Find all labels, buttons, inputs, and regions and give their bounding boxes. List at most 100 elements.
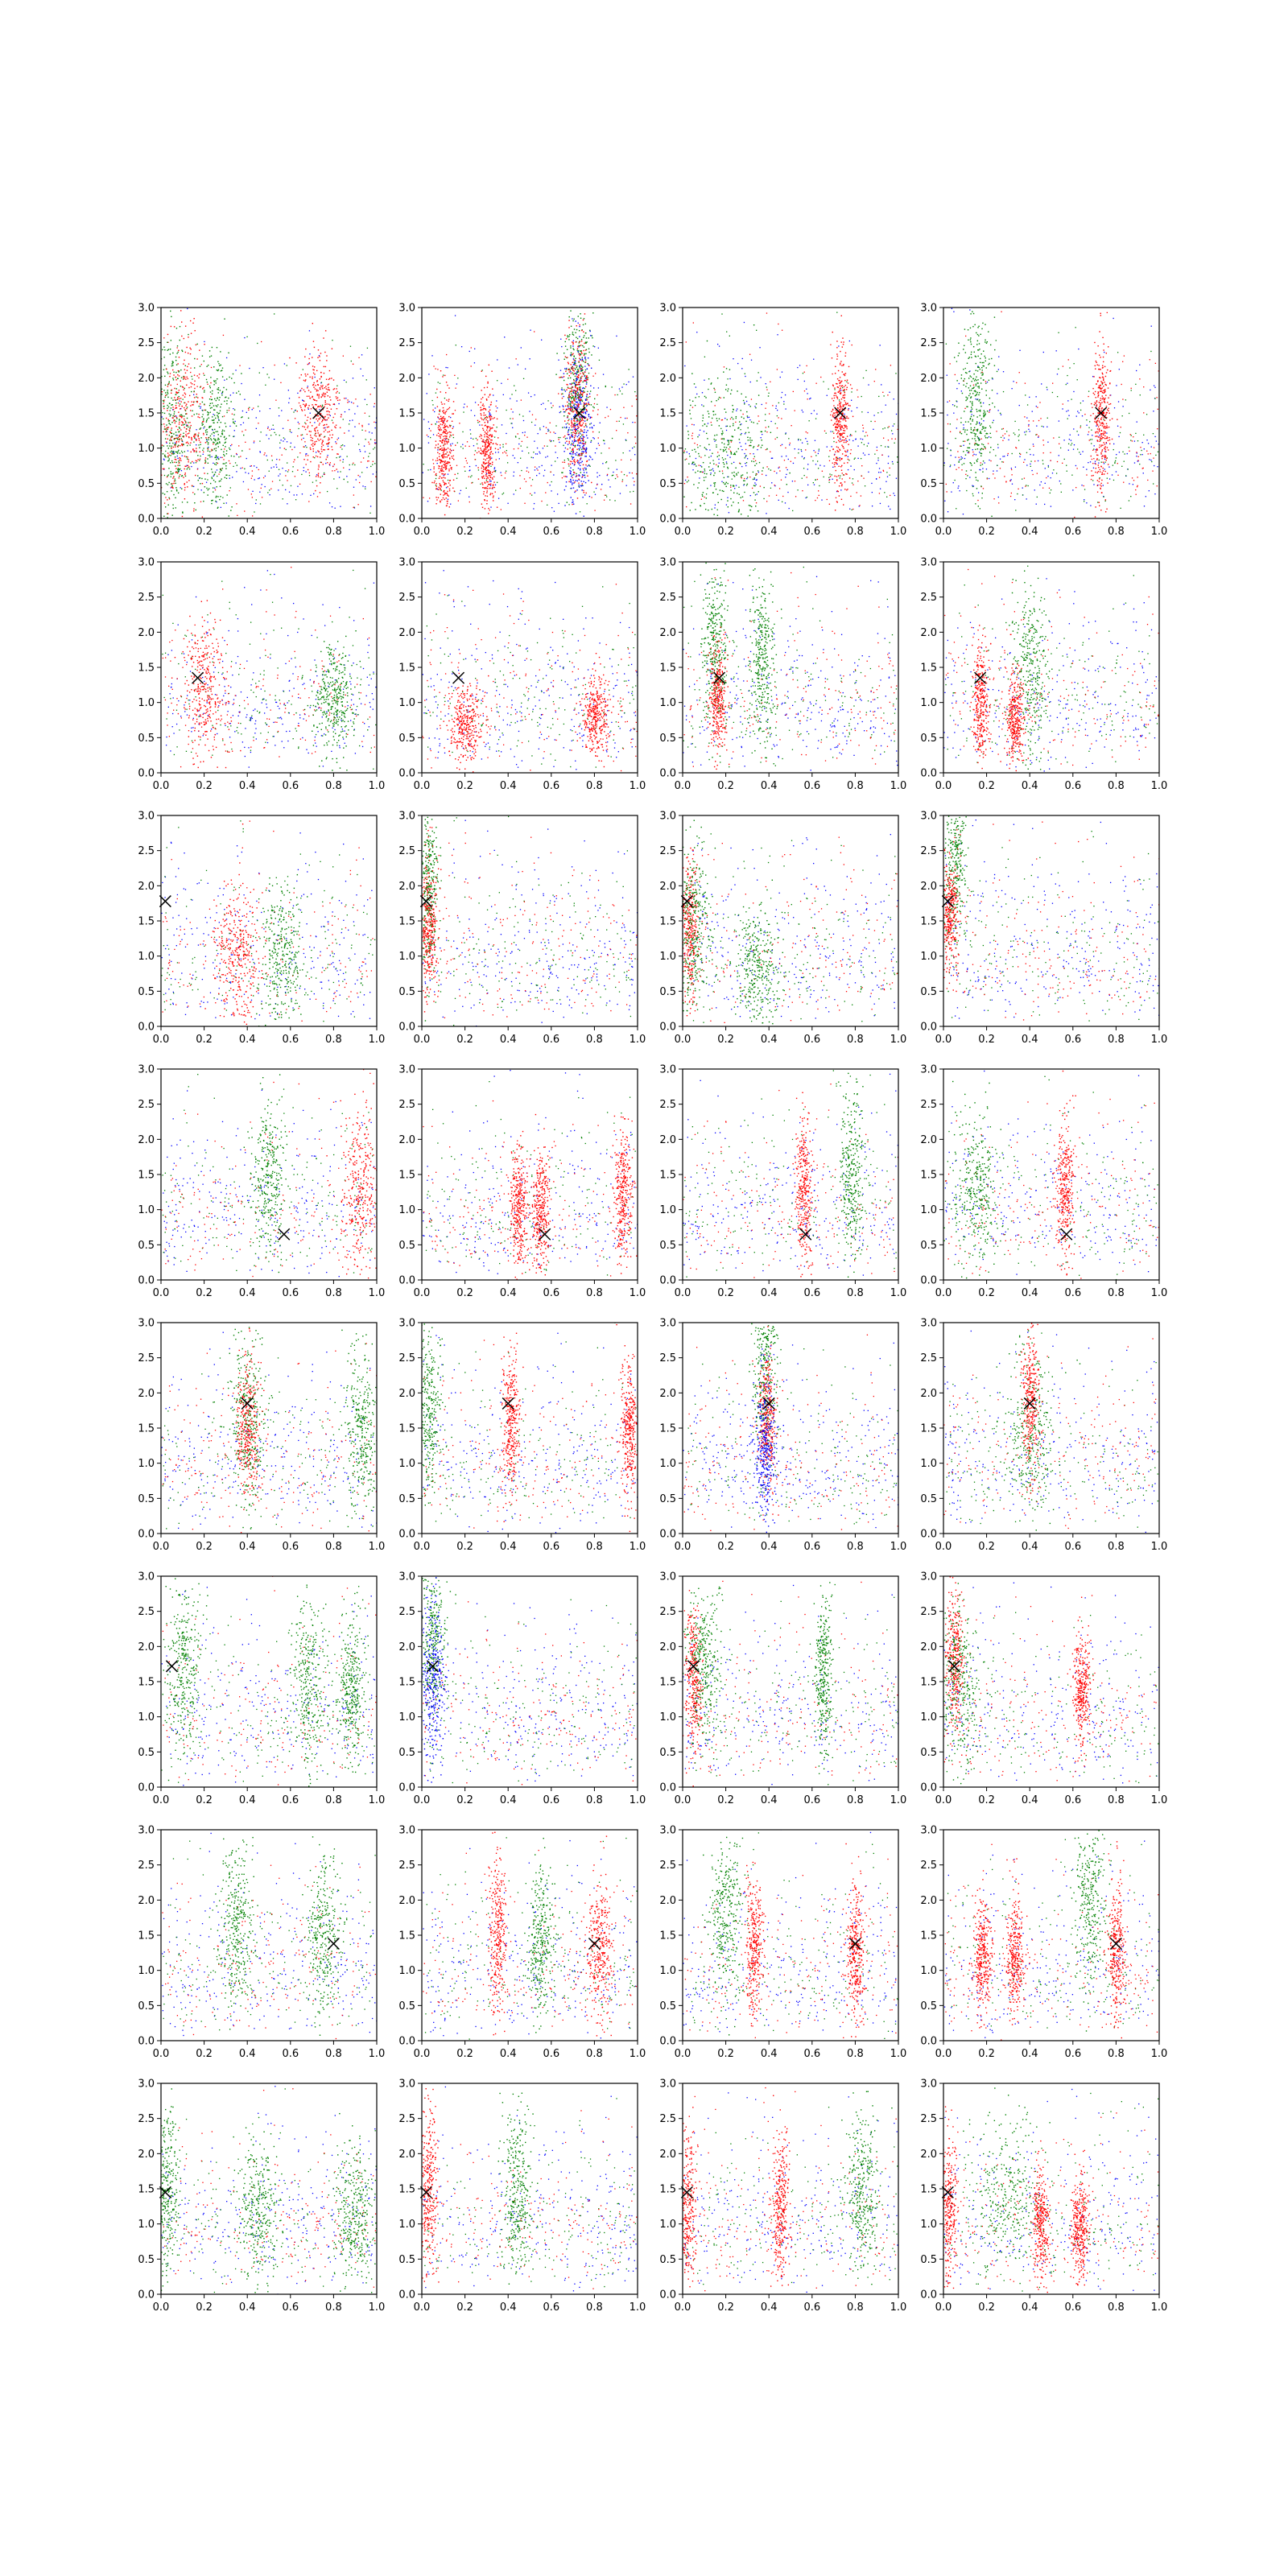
scatter-point [193, 390, 195, 392]
scatter-point [576, 421, 578, 423]
scatter-point [217, 369, 220, 371]
scatter-point [551, 407, 553, 409]
scatter-point [175, 487, 177, 489]
scatter-point [170, 455, 171, 456]
scatter-point [318, 434, 320, 436]
scatter-point [488, 396, 489, 398]
scatter-point [171, 432, 173, 435]
scatter-point [326, 423, 328, 426]
scatter-point [473, 362, 476, 364]
scatter-point [487, 465, 489, 467]
scatter-point [274, 313, 275, 315]
scatter-point [215, 455, 217, 456]
scatter-point [330, 408, 332, 410]
scatter-point [561, 387, 563, 389]
scatter-point [165, 394, 167, 397]
scatter-point [863, 477, 865, 479]
scatter-point [167, 456, 169, 458]
scatter-point [720, 438, 722, 440]
scatter-point [161, 446, 163, 448]
scatter-point [445, 439, 447, 440]
scatter-point [205, 378, 208, 381]
scatter-point [698, 464, 700, 466]
scatter-point [184, 402, 186, 404]
scatter-point [533, 508, 535, 510]
scatter-point [207, 494, 208, 496]
scatter-point [171, 450, 172, 452]
scatter-point [466, 462, 469, 464]
scatter-point [175, 376, 177, 378]
scatter-point [443, 431, 444, 433]
scatter-point [541, 500, 543, 502]
scatter-point [485, 448, 487, 451]
scatter-point [584, 357, 586, 360]
scatter-point [724, 458, 726, 460]
scatter-point [299, 483, 301, 485]
scatter-point [450, 416, 452, 419]
scatter-point [754, 482, 756, 484]
scatter-point [205, 437, 207, 439]
y-tick-label: 1.5 [398, 408, 415, 420]
scatter-point [209, 482, 212, 485]
scatter-point [339, 399, 341, 401]
scatter-point [573, 440, 576, 443]
scatter-point [287, 469, 290, 471]
scatter-point [543, 426, 545, 427]
scatter-point [482, 471, 485, 473]
scatter-point [444, 456, 446, 458]
scatter-point [837, 431, 839, 434]
scatter-point [581, 417, 583, 419]
scatter-point [443, 470, 444, 473]
scatter-point [497, 448, 499, 451]
scatter-point [161, 388, 163, 390]
scatter-point [778, 467, 779, 469]
scatter-point [225, 462, 227, 464]
scatter-point [582, 436, 584, 438]
scatter-point [593, 402, 596, 405]
scatter-point [821, 499, 823, 501]
scatter-point [500, 472, 502, 473]
scatter-point [305, 453, 307, 455]
scatter-point [578, 486, 580, 488]
scatter-point [486, 457, 488, 460]
scatter-point [178, 475, 180, 477]
scatter-point [159, 369, 160, 370]
scatter-point [225, 441, 227, 444]
scatter-point [193, 401, 195, 402]
scatter-point [577, 376, 580, 378]
scatter-point [367, 460, 369, 462]
scatter-point [572, 442, 575, 444]
scatter-point [581, 390, 584, 393]
scatter-point [868, 442, 869, 444]
scatter-point [815, 382, 817, 384]
scatter-point [489, 463, 491, 464]
scatter-point [156, 432, 157, 433]
scatter-point [218, 473, 220, 475]
scatter-point [816, 478, 819, 481]
scatter-point [220, 351, 221, 353]
scatter-point [487, 481, 489, 483]
scatter-point [169, 410, 171, 411]
scatter-point [441, 469, 444, 471]
scatter-point [443, 374, 444, 376]
scatter-point [699, 477, 700, 479]
scatter-point [700, 498, 703, 500]
scatter-point [477, 467, 479, 469]
scatter-point [336, 399, 339, 402]
scatter-point [491, 477, 493, 479]
scatter-point [209, 451, 211, 452]
scatter-point [246, 411, 247, 413]
scatter-point [179, 439, 180, 440]
scatter-point [575, 373, 576, 374]
scatter-point [730, 486, 732, 488]
scatter-point [223, 415, 225, 417]
scatter-point [495, 405, 497, 407]
scatter-point [169, 375, 171, 378]
scatter-point [169, 402, 171, 404]
scatter-point [735, 417, 737, 419]
scatter-point [820, 376, 822, 378]
scatter-point [836, 480, 838, 481]
scatter-point [576, 384, 578, 386]
scatter-point [481, 477, 484, 479]
scatter-point [448, 424, 451, 427]
